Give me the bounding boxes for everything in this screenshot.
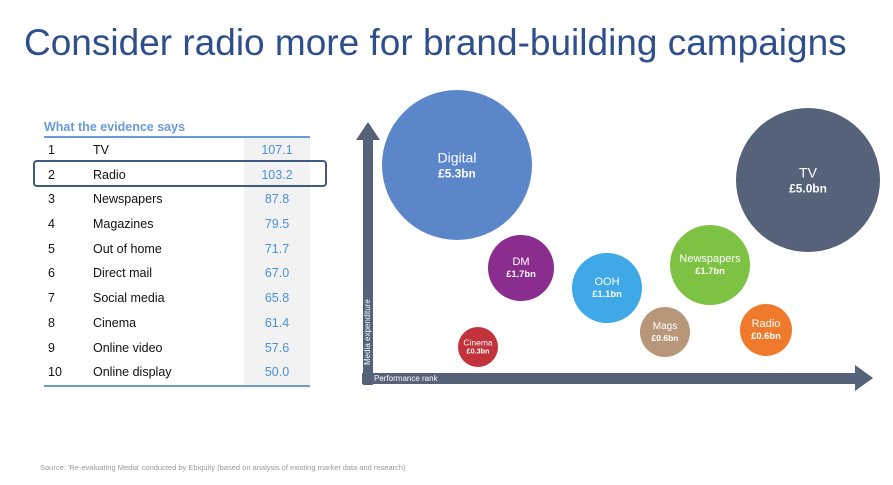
table-row: 8 Cinema 61.4 bbox=[44, 310, 310, 336]
bubble-name: Newspapers bbox=[679, 252, 741, 265]
rank: 3 bbox=[48, 192, 55, 207]
rank: 8 bbox=[48, 315, 55, 330]
page-title: Consider radio more for brand-building c… bbox=[24, 22, 847, 63]
table-row: 7 Social media 65.8 bbox=[44, 286, 310, 311]
bubble-name: Digital bbox=[437, 149, 477, 166]
bubble-name: Radio bbox=[751, 317, 781, 330]
score: 67.0 bbox=[244, 261, 310, 287]
bubble-value: £0.6bn bbox=[651, 332, 679, 343]
score: 71.7 bbox=[244, 236, 310, 262]
media-name: Online display bbox=[93, 365, 172, 380]
bubble-dm bbox=[488, 235, 554, 301]
bubble-name: Mags bbox=[652, 320, 678, 332]
source-note: Source: 'Re-evaluating Media' conducted … bbox=[40, 463, 406, 472]
bubble-label: TV £5.0bn bbox=[789, 164, 827, 195]
rank: 6 bbox=[48, 266, 55, 281]
score: 50.0 bbox=[244, 360, 310, 385]
table-row: 10 Online display 50.0 bbox=[44, 360, 310, 385]
bubble-label: Cinema £0.3bn bbox=[463, 338, 492, 357]
media-name: Online video bbox=[93, 340, 163, 355]
bubble-label: Radio £0.6bn bbox=[751, 318, 781, 342]
y-axis-arrow bbox=[356, 122, 380, 385]
bubble-mags bbox=[640, 307, 690, 357]
table-row: 6 Direct mail 67.0 bbox=[44, 261, 310, 287]
bubble-label: Mags £0.6bn bbox=[652, 321, 679, 343]
table-row: 3 Newspapers 87.8 bbox=[44, 187, 310, 213]
bubble-value: £1.7bn bbox=[695, 265, 725, 276]
rank: 2 bbox=[48, 167, 55, 182]
rank: 1 bbox=[48, 143, 55, 157]
bubble-label: Digital £5.3bn bbox=[438, 149, 477, 180]
bubble-name: OOH bbox=[594, 275, 620, 288]
score: 87.8 bbox=[244, 187, 310, 213]
bubble-ooh bbox=[572, 253, 642, 323]
table-footer-rule bbox=[44, 384, 310, 387]
table-row: 5 Out of home 71.7 bbox=[44, 236, 310, 262]
bubble-tv bbox=[736, 108, 880, 252]
bubble-value: £0.6bn bbox=[751, 330, 781, 341]
y-axis-label: Media expenditure bbox=[363, 299, 372, 365]
rank: 5 bbox=[48, 241, 55, 256]
bubble-digital bbox=[382, 90, 532, 240]
media-name: Magazines bbox=[93, 217, 154, 232]
media-name: Social media bbox=[93, 291, 165, 306]
media-name: Newspapers bbox=[93, 192, 163, 207]
media-name: Cinema bbox=[93, 315, 137, 330]
table-row: 2 Radio 103.2 bbox=[44, 162, 310, 188]
bubble-name: DM bbox=[512, 255, 530, 268]
bubble-cinema bbox=[458, 327, 498, 367]
radio-highlight-box bbox=[33, 160, 327, 187]
table-header: What the evidence says bbox=[44, 120, 310, 138]
rank: 4 bbox=[48, 217, 55, 232]
rank: 7 bbox=[48, 291, 55, 306]
x-axis-label: Performance rank bbox=[374, 374, 438, 383]
score: 79.5 bbox=[244, 212, 310, 237]
bubble-newspapers bbox=[670, 225, 750, 305]
score: 65.8 bbox=[244, 286, 310, 311]
rank: 9 bbox=[48, 340, 55, 355]
media-name: TV bbox=[93, 143, 109, 157]
table-row: 4 Magazines 79.5 bbox=[44, 212, 310, 237]
score: 61.4 bbox=[244, 310, 310, 336]
bubble-value: £1.7bn bbox=[506, 268, 536, 279]
evidence-table: What the evidence says 1 TV 107.1 2 Radio 103… bbox=[44, 120, 310, 387]
media-name: Direct mail bbox=[93, 266, 153, 281]
rank: 10 bbox=[48, 365, 62, 380]
table-row: 1 TV 107.1 bbox=[44, 138, 310, 163]
x-axis-arrow bbox=[362, 365, 873, 391]
bubble-name: TV bbox=[799, 164, 817, 181]
bubble-value: £1.1bn bbox=[592, 288, 622, 299]
bubble-value: £0.3bn bbox=[466, 346, 490, 356]
bubble-label: DM £1.7bn bbox=[506, 256, 536, 280]
score: 57.6 bbox=[244, 335, 310, 361]
bubble-label: OOH £1.1bn bbox=[592, 276, 622, 300]
bubble-name: Cinema bbox=[463, 337, 493, 348]
bubble-radio bbox=[740, 304, 792, 356]
bubble-value: £5.3bn bbox=[438, 166, 476, 181]
media-name: Radio bbox=[93, 167, 126, 182]
bubble-value: £5.0bn bbox=[789, 181, 827, 196]
media-name: Out of home bbox=[93, 241, 162, 256]
score: 103.2 bbox=[244, 162, 310, 188]
table-row: 9 Online video 57.6 bbox=[44, 335, 310, 361]
score: 107.1 bbox=[244, 138, 310, 163]
bubble-label: Newspapers £1.7bn bbox=[679, 253, 740, 277]
